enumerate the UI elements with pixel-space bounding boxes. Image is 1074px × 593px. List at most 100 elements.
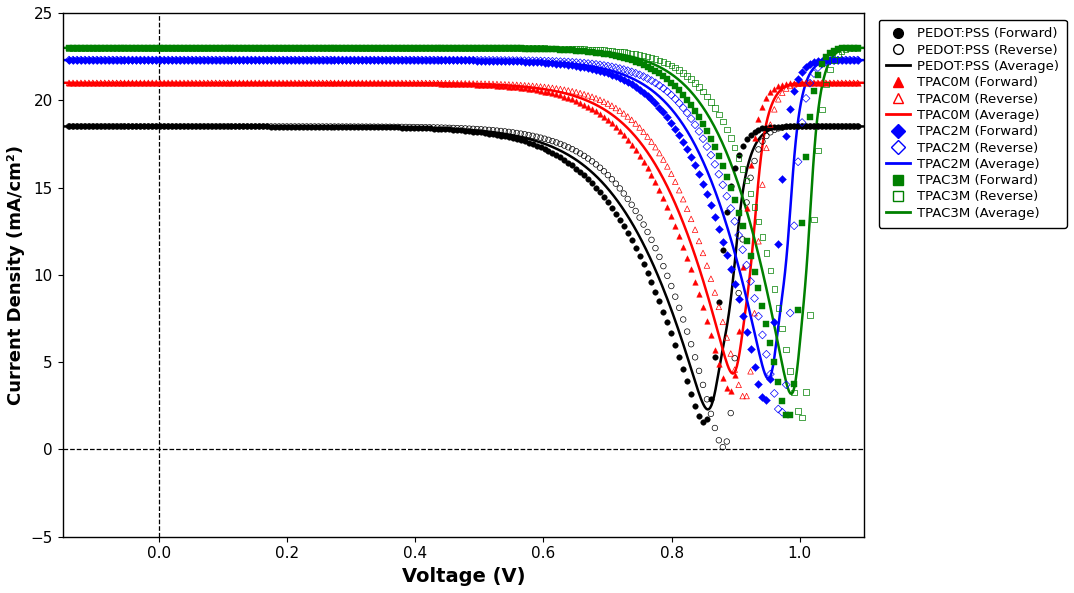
Point bbox=[76, 122, 93, 131]
Point bbox=[425, 43, 442, 53]
Point bbox=[108, 78, 126, 88]
Point bbox=[568, 46, 585, 55]
Point bbox=[362, 122, 379, 132]
Point bbox=[810, 78, 827, 88]
Point bbox=[465, 56, 482, 65]
Point bbox=[421, 56, 438, 65]
Point bbox=[402, 43, 419, 53]
Point bbox=[833, 122, 851, 131]
Point bbox=[710, 224, 727, 234]
Point bbox=[69, 55, 86, 65]
Point bbox=[325, 55, 343, 65]
Point bbox=[195, 55, 213, 65]
Point bbox=[334, 55, 351, 65]
Point bbox=[223, 43, 241, 53]
Point bbox=[746, 362, 764, 372]
Point bbox=[667, 94, 684, 104]
Point bbox=[484, 129, 502, 139]
Point bbox=[147, 55, 164, 65]
Point bbox=[207, 55, 224, 65]
Point bbox=[389, 123, 406, 132]
Point bbox=[128, 55, 145, 65]
Point bbox=[135, 122, 153, 131]
Point bbox=[358, 43, 375, 53]
Point bbox=[184, 122, 201, 131]
Point bbox=[235, 43, 252, 53]
Point bbox=[496, 56, 513, 66]
Point bbox=[465, 124, 482, 133]
Point bbox=[195, 78, 213, 88]
Point bbox=[207, 43, 224, 53]
Point bbox=[314, 43, 331, 53]
Point bbox=[215, 55, 232, 65]
Point bbox=[397, 122, 415, 132]
Point bbox=[489, 43, 506, 53]
Point bbox=[223, 55, 241, 65]
Point bbox=[651, 81, 668, 90]
Point bbox=[695, 134, 712, 144]
Point bbox=[433, 78, 450, 88]
Point bbox=[599, 62, 616, 71]
Point bbox=[670, 352, 687, 361]
Point bbox=[60, 43, 77, 53]
Point bbox=[92, 122, 110, 131]
Point bbox=[663, 90, 680, 100]
Point bbox=[211, 43, 228, 53]
Point bbox=[789, 157, 807, 167]
Point bbox=[778, 410, 795, 420]
Point bbox=[96, 122, 113, 131]
Point bbox=[247, 122, 264, 131]
Point bbox=[100, 43, 117, 53]
Point bbox=[287, 78, 304, 88]
Point bbox=[231, 55, 248, 65]
Point bbox=[722, 133, 739, 143]
Point bbox=[651, 148, 668, 158]
Point bbox=[96, 55, 113, 65]
Point bbox=[492, 56, 509, 66]
Point bbox=[72, 43, 89, 53]
Point bbox=[461, 56, 478, 65]
Point bbox=[282, 43, 300, 53]
Point bbox=[750, 216, 767, 226]
Point bbox=[342, 78, 359, 88]
Point bbox=[338, 78, 355, 88]
Point bbox=[262, 43, 279, 53]
Point bbox=[571, 98, 589, 107]
Point bbox=[707, 352, 724, 362]
Point bbox=[778, 79, 795, 88]
Point bbox=[250, 55, 267, 65]
Point bbox=[386, 123, 403, 132]
Point bbox=[314, 78, 331, 88]
Point bbox=[484, 56, 502, 65]
Point bbox=[627, 243, 644, 253]
Point bbox=[203, 43, 220, 53]
Point bbox=[647, 54, 664, 63]
Point bbox=[124, 122, 141, 131]
Point bbox=[651, 296, 668, 306]
Point bbox=[60, 78, 77, 88]
Point bbox=[282, 43, 300, 53]
Point bbox=[473, 56, 490, 65]
Point bbox=[116, 78, 133, 88]
Point bbox=[271, 122, 288, 131]
Point bbox=[147, 78, 164, 88]
Point bbox=[568, 146, 585, 156]
Point bbox=[156, 55, 173, 65]
Legend: PEDOT:PSS (Forward), PEDOT:PSS (Reverse), PEDOT:PSS (Average), TPAC0M (Forward),: PEDOT:PSS (Forward), PEDOT:PSS (Reverse)… bbox=[879, 20, 1066, 228]
Point bbox=[104, 43, 121, 53]
Point bbox=[825, 78, 842, 88]
Point bbox=[778, 84, 795, 93]
Point bbox=[758, 248, 775, 258]
Point bbox=[310, 43, 328, 53]
Point bbox=[548, 44, 565, 53]
Point bbox=[750, 379, 767, 388]
Point bbox=[758, 349, 775, 359]
Point bbox=[674, 315, 692, 324]
Point bbox=[726, 370, 743, 380]
Point bbox=[555, 45, 572, 55]
Point bbox=[639, 91, 656, 101]
Point bbox=[108, 55, 126, 65]
Point bbox=[730, 326, 748, 336]
Point bbox=[346, 43, 363, 53]
Point bbox=[282, 55, 300, 65]
